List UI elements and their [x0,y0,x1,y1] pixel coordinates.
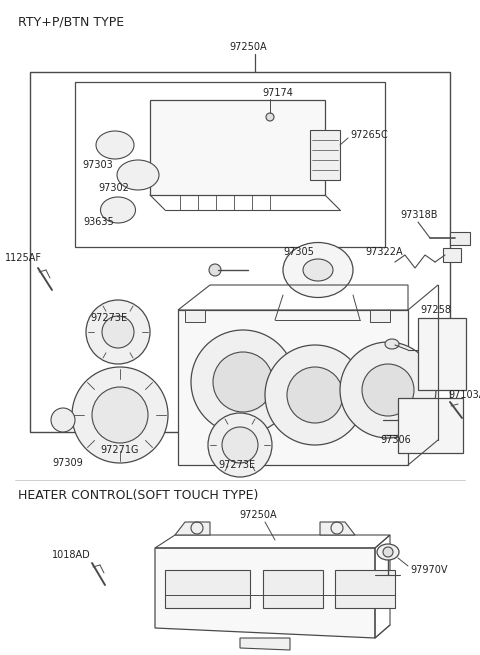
Bar [418,318,466,390]
Ellipse shape [377,544,399,560]
Text: 97322A: 97322A [365,247,403,257]
Text: 97271G: 97271G [100,445,139,455]
Circle shape [86,300,150,364]
Bar [75,82,385,247]
Ellipse shape [283,242,353,297]
Bar [30,72,450,432]
Circle shape [362,364,414,416]
Text: 97174: 97174 [262,88,293,98]
Circle shape [208,413,272,477]
Ellipse shape [96,131,134,159]
Polygon shape [240,638,290,650]
Polygon shape [175,522,210,535]
Polygon shape [155,548,375,638]
Circle shape [92,387,148,443]
Text: 97258: 97258 [420,305,451,315]
Circle shape [265,345,365,445]
Circle shape [266,113,274,121]
Bar [398,398,463,453]
Bar [150,100,325,195]
Circle shape [209,264,221,276]
Bar [178,310,408,465]
Text: 97306: 97306 [380,435,411,445]
Bar [165,570,250,608]
Text: 97250A: 97250A [239,510,277,520]
Circle shape [383,547,393,557]
Circle shape [102,316,134,348]
Bar [335,570,395,608]
Text: 97970V: 97970V [410,565,447,575]
Text: 97309: 97309 [52,458,83,468]
Text: 93635: 93635 [83,217,114,227]
Text: RTY+P/BTN TYPE: RTY+P/BTN TYPE [18,16,124,29]
Ellipse shape [303,259,333,281]
Circle shape [191,330,295,434]
Text: 97303: 97303 [82,160,113,170]
Bar [185,310,205,322]
Text: 97302: 97302 [98,183,129,193]
Circle shape [213,352,273,412]
Ellipse shape [100,197,135,223]
Ellipse shape [385,339,399,349]
Bar [443,248,461,262]
Text: 97273E: 97273E [90,313,127,323]
Text: 97103A: 97103A [448,390,480,400]
Bar [310,130,340,180]
Circle shape [51,408,75,432]
Text: 97318B: 97318B [400,210,437,220]
Circle shape [287,367,343,423]
Text: 97305: 97305 [283,247,314,257]
Ellipse shape [117,160,159,190]
Text: 1125AF: 1125AF [5,253,42,263]
Bar [450,232,470,245]
Circle shape [222,427,258,463]
Text: 97265C: 97265C [350,130,388,140]
Bar [263,570,323,608]
Text: 97250A: 97250A [229,42,267,52]
Circle shape [340,342,436,438]
Text: HEATER CONTROL(SOFT TOUCH TYPE): HEATER CONTROL(SOFT TOUCH TYPE) [18,489,258,502]
Circle shape [72,367,168,463]
Polygon shape [320,522,355,535]
Text: 1018AD: 1018AD [52,550,91,560]
Bar [370,310,390,322]
Text: 97273E: 97273E [218,460,255,470]
